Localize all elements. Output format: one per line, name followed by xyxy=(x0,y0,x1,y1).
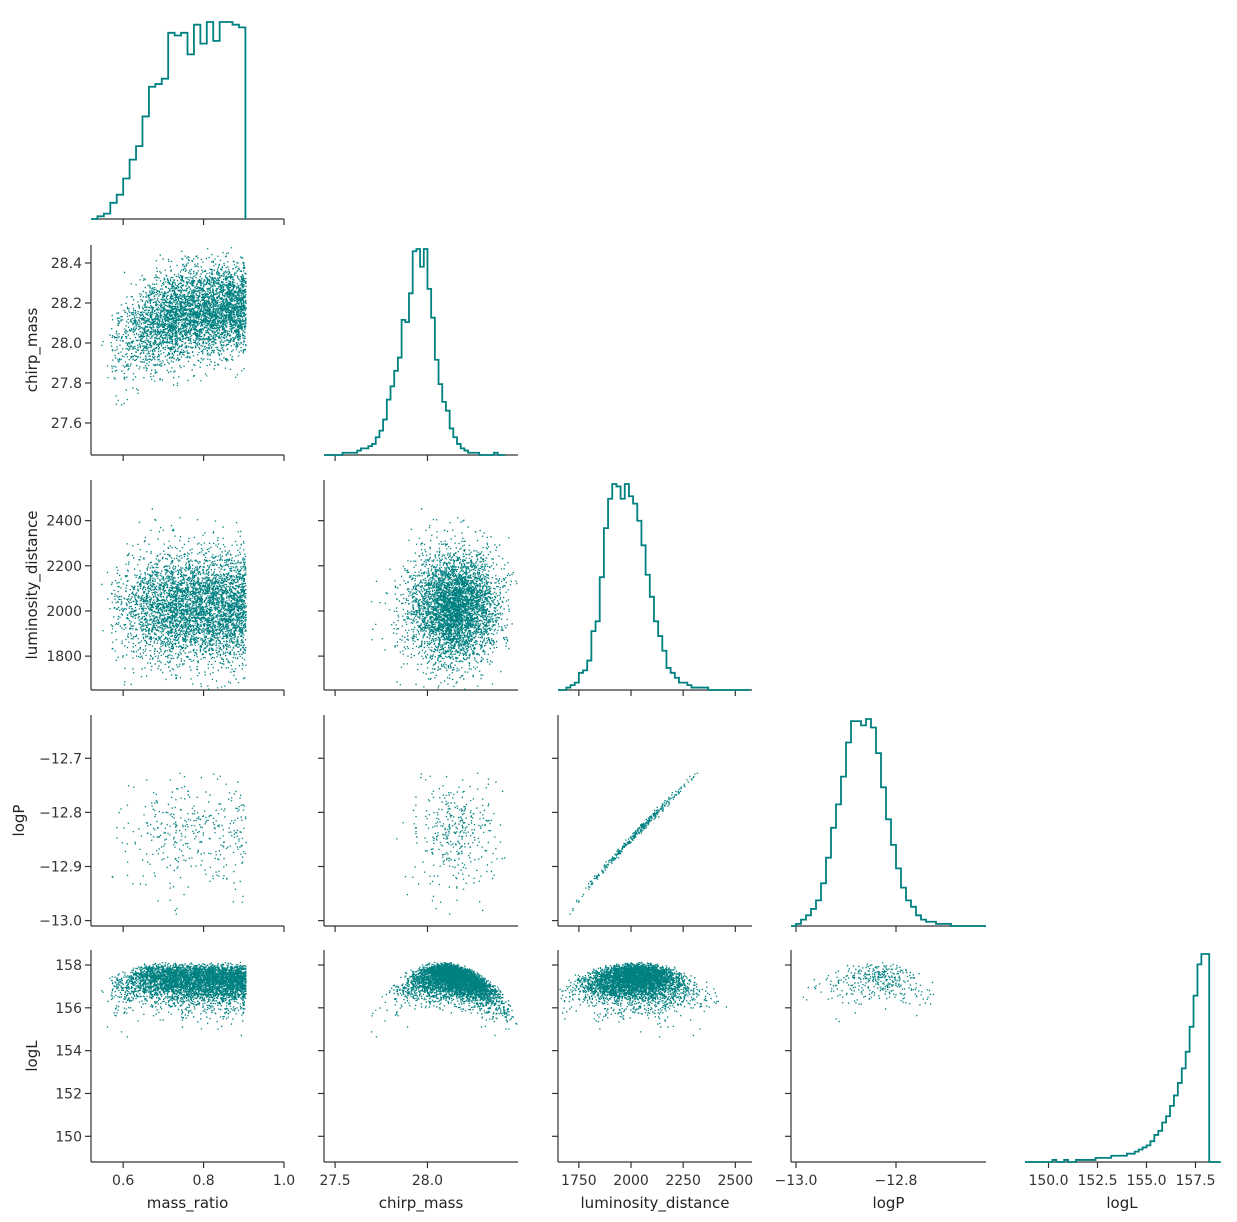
y-axis-label-luminosity_distance: luminosity_distance xyxy=(23,511,42,660)
panel-logL-vs-mass_ratio: 0.6 0.8 1.0 150 152 154 156 158 mass_ratio xyxy=(55,950,295,1213)
histogram-chirp_mass xyxy=(324,248,506,456)
scatter-logL-vs-mass_ratio xyxy=(101,961,247,1038)
histogram-logL xyxy=(1025,953,1221,1163)
panel-logL-vs-luminosity_distance: 1750 2000 2250 2500 luminosity_distance xyxy=(552,950,753,1213)
scatter-luminosity_distance-vs-mass_ratio xyxy=(101,508,247,690)
histogram-logP xyxy=(791,718,986,927)
y-tick-label: 2000 xyxy=(46,604,82,620)
panel-luminosity_distance-vs-luminosity_distance xyxy=(558,483,752,696)
y-tick-label: −13.0 xyxy=(39,914,82,930)
y-tick-label: 158 xyxy=(55,958,82,974)
y-tick-label: 28.0 xyxy=(51,336,82,352)
x-tick-label: −13.0 xyxy=(775,1173,818,1189)
panel-chirp_mass-vs-mass_ratio: 27.6 27.8 28.0 28.2 28.4 xyxy=(51,245,285,461)
x-tick-label: 150.0 xyxy=(1028,1173,1068,1189)
y-axis-label-logL: logL xyxy=(23,1040,41,1072)
y-tick-label: 156 xyxy=(55,1001,82,1017)
x-axis-label-logL: logL xyxy=(1106,1194,1138,1212)
x-tick-label: 155.0 xyxy=(1126,1173,1166,1189)
y-tick-label: 27.6 xyxy=(51,416,82,432)
y-tick-label: 154 xyxy=(55,1044,82,1060)
scatter-logL-vs-logP xyxy=(802,962,934,1023)
y-axis-label-chirp_mass: chirp_mass xyxy=(23,308,42,393)
y-tick-label: 28.2 xyxy=(51,296,82,312)
y-tick-label: 1800 xyxy=(46,649,82,665)
y-tick-label: −12.8 xyxy=(39,805,82,821)
histogram-mass_ratio xyxy=(91,21,247,220)
panel-logP-vs-chirp_mass xyxy=(318,715,518,932)
panel-logL-vs-chirp_mass: 27.5 28.0 chirp_mass xyxy=(318,950,518,1213)
x-tick-label: 0.6 xyxy=(112,1173,134,1189)
x-axis-label-luminosity_distance: luminosity_distance xyxy=(581,1194,730,1213)
x-tick-label: 157.5 xyxy=(1175,1173,1215,1189)
histogram-luminosity_distance xyxy=(558,483,750,691)
x-axis-label-logP: logP xyxy=(873,1194,905,1212)
scatter-logL-vs-luminosity_distance xyxy=(559,961,728,1038)
x-tick-label: 28.0 xyxy=(412,1173,443,1189)
scatter-logP-vs-mass_ratio xyxy=(111,772,247,915)
panel-logL-vs-logP: −13.0 −12.8 logP xyxy=(775,950,986,1212)
scatter-logP-vs-luminosity_distance xyxy=(569,772,698,915)
y-tick-label: 27.8 xyxy=(51,376,82,392)
x-tick-label: −12.8 xyxy=(875,1173,918,1189)
panel-luminosity_distance-vs-chirp_mass xyxy=(318,480,518,696)
y-tick-label: −12.9 xyxy=(39,859,82,875)
y-tick-label: 2200 xyxy=(46,559,82,575)
panel-logP-vs-mass_ratio: −13.0 −12.9 −12.8 −12.7 xyxy=(39,715,285,932)
x-tick-label: 2000 xyxy=(613,1173,649,1189)
x-axis-label-chirp_mass: chirp_mass xyxy=(379,1194,464,1213)
x-tick-label: 1750 xyxy=(561,1173,597,1189)
x-axis-label-mass_ratio: mass_ratio xyxy=(147,1194,229,1213)
panel-mass_ratio-vs-mass_ratio xyxy=(91,21,285,225)
y-tick-label: 2400 xyxy=(46,514,82,530)
scatter-chirp_mass-vs-mass_ratio xyxy=(101,247,247,406)
scatter-logL-vs-chirp_mass xyxy=(370,961,518,1038)
scatter-logP-vs-chirp_mass xyxy=(396,772,506,915)
panel-logP-vs-logP xyxy=(791,718,986,932)
panel-luminosity_distance-vs-mass_ratio: 1800 2000 2200 2400 xyxy=(46,480,285,696)
x-tick-label: 27.5 xyxy=(319,1173,350,1189)
y-tick-label: 28.4 xyxy=(51,256,82,272)
x-tick-label: 0.8 xyxy=(192,1173,214,1189)
y-tick-label: −12.7 xyxy=(39,751,82,767)
x-tick-label: 2250 xyxy=(665,1173,701,1189)
panel-chirp_mass-vs-chirp_mass xyxy=(324,248,518,461)
y-tick-label: 150 xyxy=(55,1129,82,1145)
panel-logP-vs-luminosity_distance xyxy=(552,715,752,932)
x-tick-label: 1.0 xyxy=(273,1173,295,1189)
scatter-luminosity_distance-vs-chirp_mass xyxy=(370,508,518,690)
x-tick-label: 152.5 xyxy=(1077,1173,1117,1189)
x-tick-label: 2500 xyxy=(717,1173,753,1189)
y-tick-label: 152 xyxy=(55,1086,82,1102)
y-axis-label-logP: logP xyxy=(10,805,28,837)
panel-logL-vs-logL: 150.0 152.5 155.0 157.5 logL xyxy=(1025,953,1221,1212)
